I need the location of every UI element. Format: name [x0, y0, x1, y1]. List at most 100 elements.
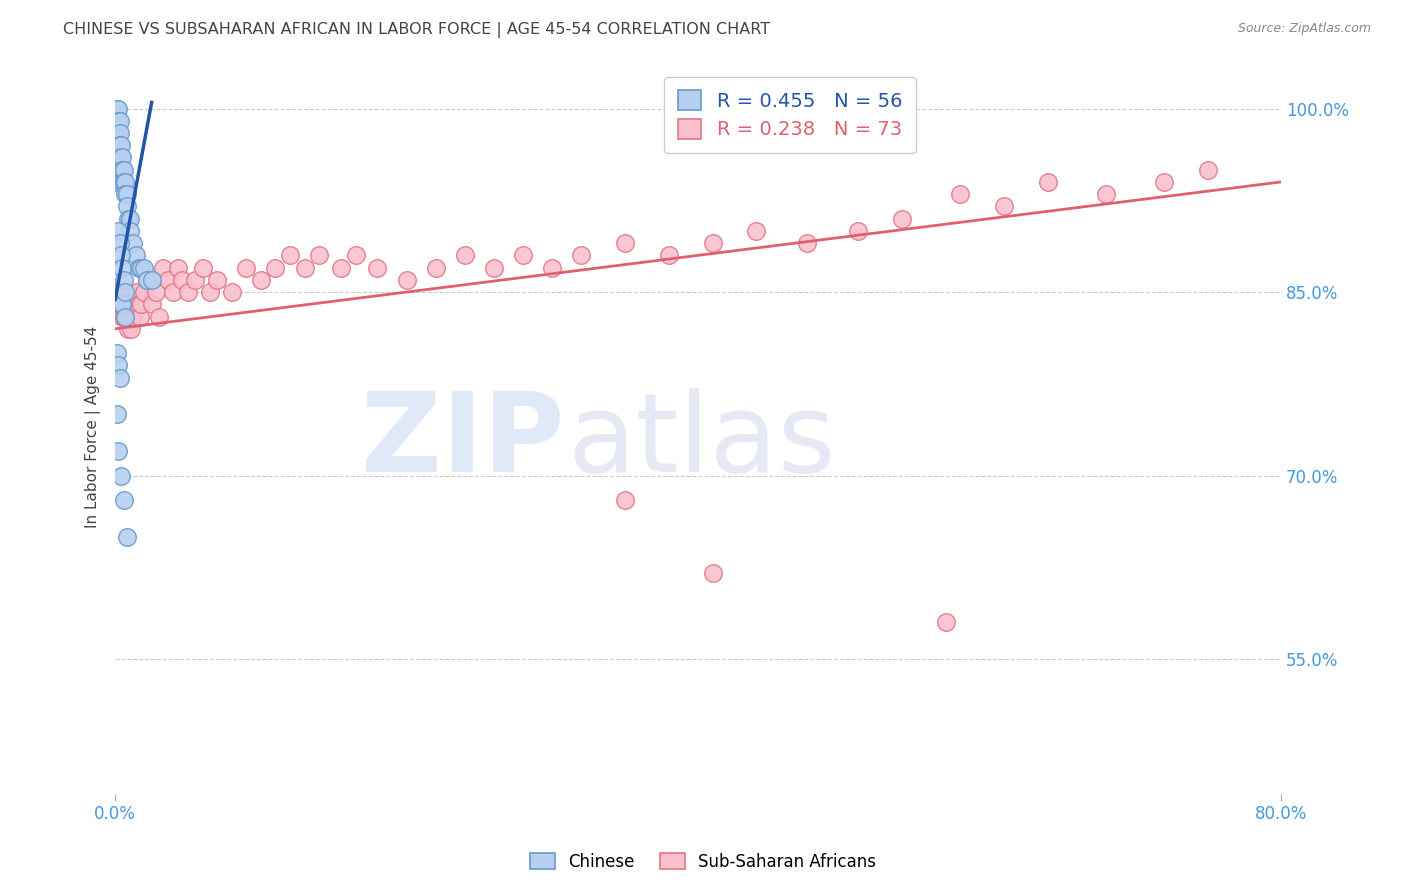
Point	[141, 297, 163, 311]
Point	[105, 126, 128, 140]
Point	[115, 187, 138, 202]
Point	[105, 175, 128, 189]
Point	[105, 346, 128, 360]
Point	[541, 260, 564, 275]
Point	[993, 199, 1015, 213]
Point	[118, 297, 141, 311]
Point	[108, 236, 131, 251]
Point	[131, 260, 153, 275]
Point	[107, 444, 129, 458]
Point	[108, 113, 131, 128]
Point	[114, 310, 136, 324]
Point	[118, 224, 141, 238]
Point	[166, 260, 188, 275]
Point	[107, 102, 129, 116]
Point	[108, 138, 131, 153]
Point	[745, 224, 768, 238]
Point	[156, 273, 179, 287]
Point	[308, 248, 330, 262]
Point	[115, 530, 138, 544]
Point	[107, 151, 129, 165]
Point	[105, 151, 128, 165]
Point	[115, 310, 138, 324]
Point	[108, 370, 131, 384]
Point	[110, 248, 132, 262]
Point	[107, 138, 129, 153]
Point	[128, 297, 150, 311]
Point	[121, 310, 143, 324]
Point	[366, 260, 388, 275]
Point	[1197, 162, 1219, 177]
Point	[145, 285, 167, 299]
Point	[129, 310, 152, 324]
Point	[131, 297, 153, 311]
Point	[128, 260, 150, 275]
Point	[1153, 175, 1175, 189]
Point	[105, 113, 128, 128]
Point	[110, 285, 132, 299]
Point	[111, 297, 134, 311]
Point	[264, 260, 287, 275]
Point	[105, 102, 128, 116]
Point	[796, 236, 818, 251]
Point	[117, 211, 139, 226]
Text: Source: ZipAtlas.com: Source: ZipAtlas.com	[1237, 22, 1371, 36]
Point	[571, 248, 593, 262]
Point	[395, 273, 418, 287]
Point	[111, 260, 134, 275]
Point	[221, 285, 243, 299]
Point	[111, 175, 134, 189]
Point	[152, 260, 174, 275]
Point	[702, 236, 724, 251]
Point	[107, 297, 129, 311]
Point	[848, 224, 870, 238]
Point	[110, 162, 132, 177]
Point	[110, 151, 132, 165]
Point	[105, 408, 128, 422]
Point	[949, 187, 972, 202]
Point	[191, 260, 214, 275]
Point	[105, 102, 128, 116]
Point	[136, 273, 159, 287]
Point	[122, 297, 145, 311]
Text: ZIP: ZIP	[360, 388, 564, 495]
Point	[111, 297, 134, 311]
Point	[107, 113, 129, 128]
Text: CHINESE VS SUBSAHARAN AFRICAN IN LABOR FORCE | AGE 45-54 CORRELATION CHART: CHINESE VS SUBSAHARAN AFRICAN IN LABOR F…	[63, 22, 770, 38]
Point	[115, 297, 138, 311]
Point	[344, 248, 367, 262]
Point	[172, 273, 194, 287]
Point	[110, 297, 132, 311]
Point	[134, 260, 156, 275]
Point	[177, 285, 200, 299]
Point	[614, 236, 637, 251]
Point	[108, 297, 131, 311]
Point	[512, 248, 534, 262]
Point	[108, 297, 131, 311]
Point	[118, 310, 141, 324]
Point	[112, 162, 135, 177]
Point	[141, 273, 163, 287]
Point	[107, 224, 129, 238]
Point	[935, 615, 957, 630]
Point	[425, 260, 447, 275]
Point	[105, 285, 128, 299]
Point	[614, 493, 637, 508]
Point	[108, 151, 131, 165]
Point	[134, 285, 156, 299]
Point	[162, 285, 184, 299]
Point	[278, 248, 301, 262]
Point	[108, 126, 131, 140]
Point	[108, 285, 131, 299]
Point	[115, 199, 138, 213]
Point	[112, 310, 135, 324]
Point	[112, 273, 135, 287]
Legend: Chinese, Sub-Saharan Africans: Chinese, Sub-Saharan Africans	[522, 845, 884, 880]
Point	[111, 151, 134, 165]
Point	[198, 285, 221, 299]
Point	[110, 138, 132, 153]
Point	[112, 285, 135, 299]
Point	[658, 248, 681, 262]
Point	[125, 285, 148, 299]
Point	[454, 248, 477, 262]
